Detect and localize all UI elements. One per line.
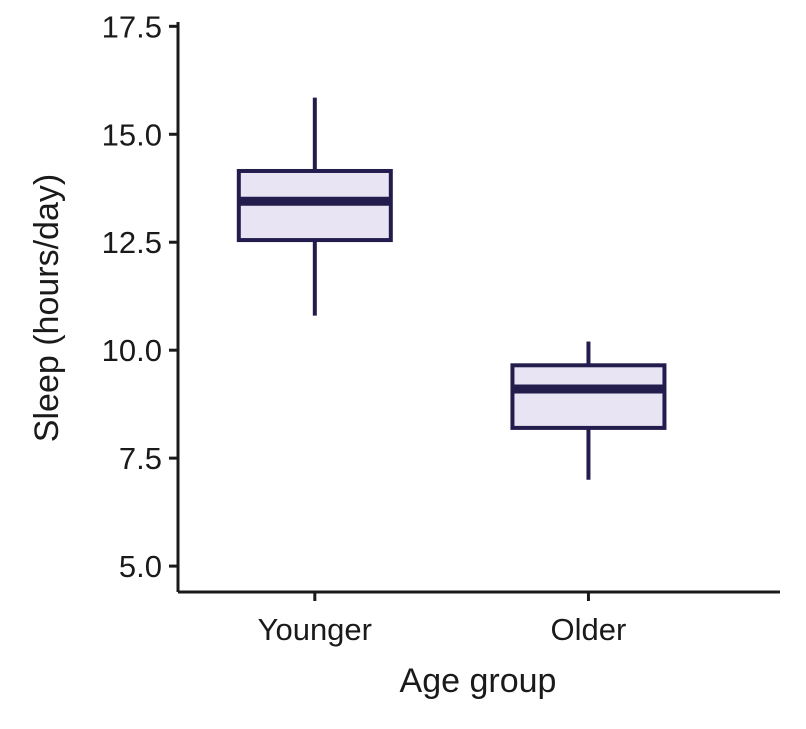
y-axis: 5.0 7.5 10.0 12.5 15.0 17.5 <box>102 9 180 592</box>
x-tick-label: Older <box>551 612 627 647</box>
y-tick-label: 15.0 <box>102 117 162 152</box>
box-older <box>510 341 667 480</box>
iqr-box <box>510 363 667 430</box>
y-tick-label: 12.5 <box>102 225 162 260</box>
y-tick-label: 10.0 <box>102 333 162 368</box>
x-axis: Younger Older <box>178 590 780 647</box>
y-axis-title: Sleep (hours/day) <box>28 174 66 442</box>
box-series <box>236 97 667 480</box>
y-tick-label: 5.0 <box>119 549 162 584</box>
y-tick-label: 7.5 <box>119 441 162 476</box>
x-axis-title: Age group <box>400 662 557 700</box>
y-tick-label: 17.5 <box>102 9 162 44</box>
x-tick-label: Younger <box>258 612 372 647</box>
box-younger <box>236 97 393 316</box>
